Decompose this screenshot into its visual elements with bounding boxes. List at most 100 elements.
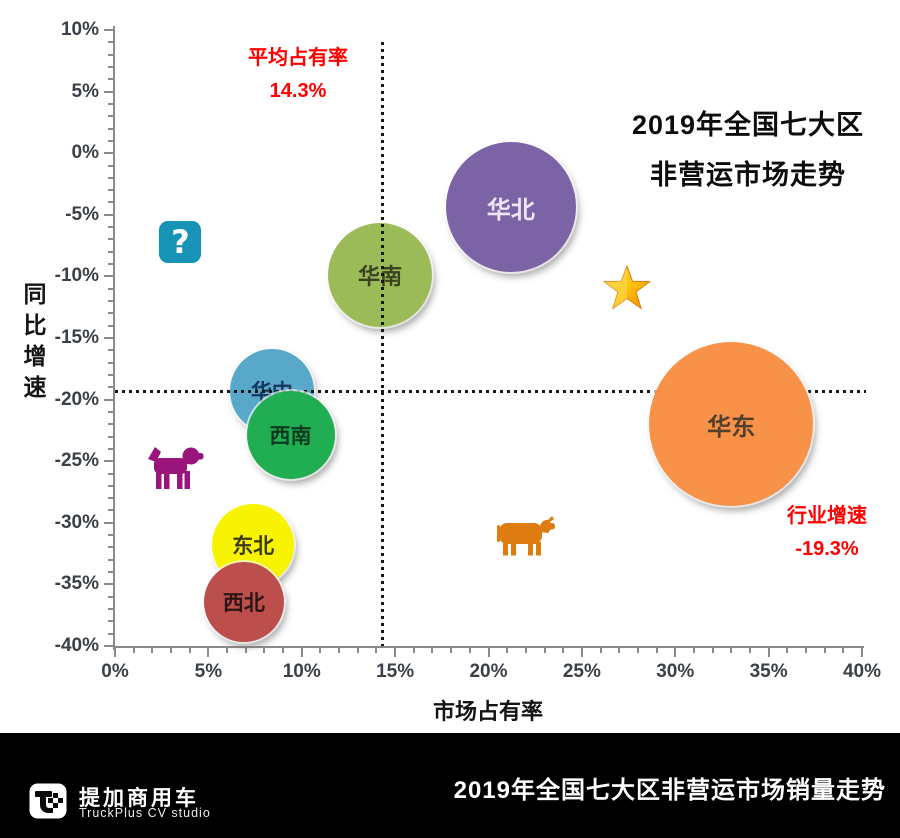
bubble-region: 西南 [246,391,335,480]
y-tick [108,546,113,549]
x-tick [674,648,677,657]
x-tick [450,648,453,653]
y-tick [108,595,113,598]
x-tick [263,648,266,653]
y-tick [104,213,113,216]
x-tick [580,648,583,657]
x-tick-label: 30% [656,661,695,682]
x-tick [338,648,341,653]
x-tick [151,648,154,653]
x-tick [562,648,565,653]
y-tick-label: -10% [54,265,99,287]
x-tick-label: 40% [842,661,882,682]
x-tick-label: 0% [101,661,129,682]
y-tick-label: -5% [65,203,99,225]
industry-growth-value: -19.3% [795,538,859,560]
bubble-label: 华北 [486,196,535,224]
y-tick [108,484,113,487]
x-tick [767,648,770,657]
x-tick [356,648,359,653]
y-tick [108,324,113,327]
x-tick-label: 35% [749,661,788,682]
y-tick [104,521,113,524]
x-tick [487,648,490,657]
x-tick [524,648,527,653]
footer-caption: 2019年全国七大区非营运市场销量走势 [453,777,886,804]
y-tick [108,53,113,56]
bubble-label: 东北 [232,534,275,558]
y-tick [108,534,113,537]
industry-growth-annotation: 行业增速 -19.3% [727,500,900,566]
x-tick [412,648,415,653]
y-tick-label: -25% [54,450,99,472]
avg-share-value: 14.3% [269,80,327,102]
x-tick [748,648,751,653]
x-tick [226,648,229,653]
y-tick [108,102,113,105]
y-axis [113,26,115,650]
x-tick-label: 20% [469,661,508,682]
x-tick [543,648,546,653]
x-axis-title: 市场占有率 [432,699,543,724]
y-tick [108,176,113,179]
x-tick [804,648,807,653]
x-tick-label: 10% [282,661,321,682]
x-tick [599,648,602,653]
y-tick-label: -35% [54,573,99,595]
truckplus-logo-icon [29,783,67,819]
y-tick [108,189,113,192]
x-tick [468,648,471,653]
y-tick [108,497,113,500]
y-tick [108,139,113,142]
chart-title-line2: 非营运市场走势 [650,160,846,190]
x-tick [655,648,658,653]
x-tick [319,648,322,653]
y-tick [104,337,113,339]
x-tick [861,648,863,657]
y-tick [108,349,113,352]
brand-name-en: TruckPlus CV studio [79,806,211,820]
y-tick [108,226,113,229]
x-tick [188,648,191,653]
bubble-label: 西北 [222,591,265,615]
x-tick [618,648,621,653]
y-tick [104,90,113,93]
y-tick [108,65,113,68]
y-axis-title: 同比增速 [20,282,46,406]
bubble-region: 华东 [649,342,814,507]
y-tick [108,250,113,253]
y-tick [108,164,113,167]
x-tick [132,648,135,653]
x-tick [114,648,116,657]
avg-share-annotation: 平均占有率 14.3% [200,42,396,108]
y-tick [108,127,113,130]
y-tick-label: -40% [54,635,99,656]
avg-share-line [381,42,385,646]
y-tick [108,115,113,118]
x-tick [730,648,733,653]
x-tick [170,648,173,653]
y-tick [108,373,113,376]
cow-icon [496,516,555,556]
y-tick [108,472,113,475]
y-tick [108,361,113,364]
x-tick [823,648,826,653]
y-tick-label: -30% [54,511,99,533]
x-tick [282,648,285,653]
x-tick [842,648,845,653]
industry-growth-line [115,389,866,393]
y-tick-label: 10% [60,19,99,40]
y-tick [108,571,113,574]
x-tick [431,648,434,653]
x-tick [786,648,789,653]
x-tick-label: 15% [376,661,415,682]
y-tick [108,263,113,266]
x-tick [636,648,639,653]
y-tick [108,78,113,81]
y-tick [108,41,113,44]
x-tick-label: 5% [194,661,223,682]
y-tick [104,645,113,647]
y-tick [108,238,113,241]
x-tick [300,648,303,657]
